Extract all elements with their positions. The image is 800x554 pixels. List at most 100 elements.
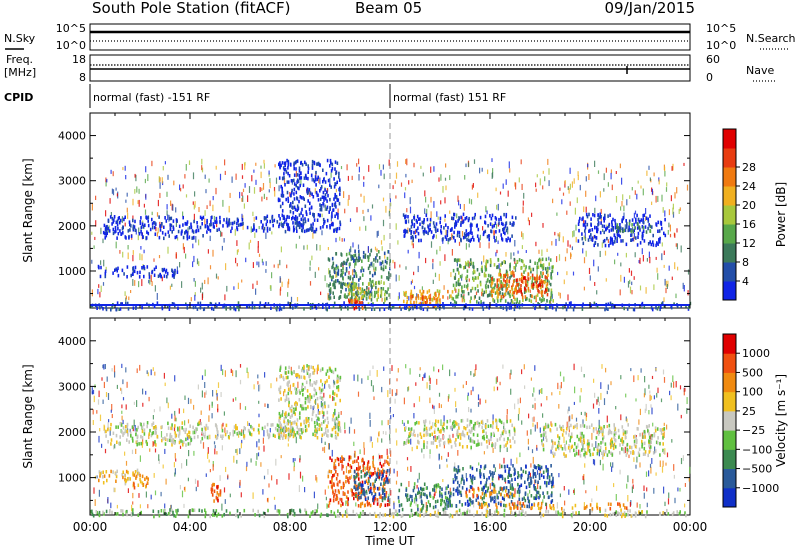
- data-cell: [408, 386, 410, 391]
- data-cell: [140, 246, 142, 250]
- data-cell: [668, 265, 670, 271]
- data-cell: [177, 426, 179, 431]
- data-cell: [197, 435, 199, 439]
- data-cell: [159, 224, 162, 228]
- data-cell: [201, 167, 204, 173]
- data-cell: [242, 195, 244, 202]
- data-cell: [251, 228, 254, 232]
- data-cell: [293, 187, 296, 192]
- data-cell: [132, 267, 134, 271]
- data-cell: [575, 236, 577, 243]
- data-cell: [348, 194, 350, 200]
- data-cell: [405, 302, 408, 306]
- data-cell: [559, 391, 561, 395]
- data-cell: [401, 513, 404, 518]
- data-cell: [197, 228, 200, 233]
- data-cell: [318, 267, 320, 271]
- data-cell: [527, 438, 529, 445]
- data-cell: [226, 430, 228, 434]
- data-cell: [507, 273, 509, 278]
- data-cell: [353, 274, 355, 278]
- data-cell: [495, 230, 497, 234]
- data-cell: [478, 238, 480, 243]
- data-cell: [356, 286, 359, 291]
- data-cell: [499, 191, 502, 195]
- data-cell: [213, 441, 216, 445]
- data-cell: [634, 210, 637, 215]
- data-cell: [672, 375, 674, 382]
- data-cell: [490, 216, 493, 221]
- data-cell: [686, 397, 688, 405]
- data-cell: [332, 282, 335, 287]
- data-cell: [346, 295, 348, 299]
- data-cell: [255, 162, 257, 166]
- data-cell: [102, 238, 104, 244]
- data-cell: [448, 514, 451, 518]
- data-cell: [161, 438, 163, 443]
- data-cell: [637, 180, 639, 184]
- data-cell: [559, 187, 561, 191]
- data-cell: [643, 305, 646, 309]
- data-cell: [438, 392, 441, 397]
- data-cell: [219, 475, 221, 481]
- data-cell: [451, 296, 453, 301]
- data-cell: [315, 475, 317, 481]
- data-cell: [316, 418, 318, 423]
- colorbar-swatch: [723, 186, 736, 206]
- data-cell: [552, 265, 554, 269]
- data-cell: [566, 421, 568, 428]
- data-cell: [658, 229, 661, 233]
- data-cell: [388, 274, 390, 279]
- data-cell: [305, 176, 307, 180]
- data-cell: [572, 307, 575, 312]
- data-cell: [528, 266, 530, 270]
- data-cell: [536, 293, 539, 297]
- data-cell: [143, 428, 146, 432]
- data-cell: [322, 179, 324, 184]
- data-cell: [357, 391, 360, 397]
- data-cell: [639, 241, 642, 245]
- data-cell: [221, 232, 223, 237]
- data-cell: [513, 252, 515, 256]
- data-cell: [333, 383, 335, 388]
- data-cell: [216, 220, 218, 224]
- data-cell: [253, 227, 255, 231]
- data-cell: [520, 283, 522, 288]
- data-cell: [295, 387, 298, 392]
- data-cell: [580, 388, 582, 393]
- data-cell: [383, 281, 385, 285]
- data-cell: [613, 483, 615, 488]
- data-cell: [657, 387, 659, 394]
- data-cell: [211, 413, 213, 419]
- data-cell: [302, 366, 304, 371]
- data-cell: [513, 274, 515, 278]
- data-cell: [359, 301, 362, 306]
- data-cell: [380, 279, 382, 285]
- data-cell: [289, 162, 292, 167]
- data-cell: [283, 176, 285, 180]
- data-cell: [634, 190, 636, 195]
- data-cell: [662, 207, 664, 213]
- data-cell: [510, 306, 512, 310]
- data-cell: [163, 236, 165, 241]
- data-cell: [323, 432, 325, 436]
- data-cell: [541, 280, 543, 285]
- data-cell: [439, 261, 441, 266]
- data-cell: [194, 478, 197, 484]
- data-cell: [515, 288, 517, 293]
- data-cell: [424, 511, 427, 515]
- data-cell: [405, 220, 407, 225]
- data-cell: [619, 229, 622, 233]
- data-cell: [317, 161, 320, 166]
- data-cell: [617, 226, 619, 231]
- data-cell: [121, 415, 123, 421]
- data-cell: [334, 409, 336, 416]
- data-cell: [620, 511, 623, 516]
- data-cell: [328, 284, 330, 288]
- data-cell: [119, 218, 122, 223]
- data-cell: [552, 299, 554, 303]
- data-cell: [560, 382, 562, 389]
- data-cell: [327, 471, 329, 478]
- data-cell: [536, 274, 538, 278]
- data-cell: [525, 265, 527, 269]
